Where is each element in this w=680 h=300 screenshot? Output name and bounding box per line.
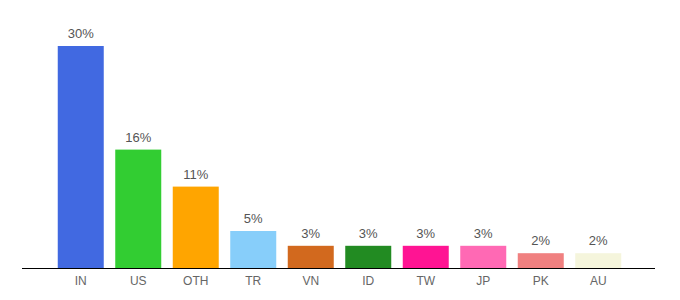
data-label: 3% [416, 226, 435, 241]
bar [58, 46, 104, 268]
tick-label: VN [302, 274, 319, 288]
tick: TW [416, 268, 435, 288]
data-label: 30% [68, 26, 94, 41]
data-label: 3% [301, 226, 320, 241]
bar [345, 246, 391, 268]
data-label: 3% [474, 226, 493, 241]
tick: ID [362, 268, 374, 288]
data-label: 2% [531, 233, 550, 248]
tick-label: AU [590, 274, 607, 288]
chart: IN US OTH TR VN ID TW JP PK AU 30% 16% 11% 5% 3% 3% 3% 3%… [0, 0, 680, 300]
tick-label: ID [362, 274, 374, 288]
data-labels: 30% 16% 11% 5% 3% 3% 3% 3% 2% 2% [68, 26, 608, 248]
data-label: 16% [125, 130, 151, 145]
tick: OTH [183, 268, 208, 288]
tick-label: IN [75, 274, 87, 288]
bar [460, 246, 506, 268]
x-axis: IN US OTH TR VN ID TW JP PK AU [22, 268, 655, 288]
bar [230, 231, 276, 268]
tick: TR [245, 268, 261, 288]
tick-label: TR [245, 274, 261, 288]
bar [288, 246, 334, 268]
bar [518, 253, 564, 268]
bars [58, 46, 622, 268]
data-label: 2% [589, 233, 608, 248]
tick: PK [533, 268, 549, 288]
tick-label: PK [533, 274, 549, 288]
tick-label: TW [416, 274, 435, 288]
tick-label: US [130, 274, 147, 288]
tick: VN [302, 268, 319, 288]
tick-label: JP [476, 274, 490, 288]
tick: US [130, 268, 147, 288]
tick: IN [75, 268, 87, 288]
tick: JP [476, 268, 490, 288]
data-label: 5% [244, 211, 263, 226]
tick: AU [590, 268, 607, 288]
bar [575, 253, 621, 268]
bar [173, 187, 219, 268]
axis-line [22, 268, 655, 269]
bar [403, 246, 449, 268]
data-label: 11% [183, 167, 208, 182]
data-label: 3% [359, 226, 378, 241]
tick-label: OTH [183, 274, 208, 288]
bar [115, 150, 161, 268]
